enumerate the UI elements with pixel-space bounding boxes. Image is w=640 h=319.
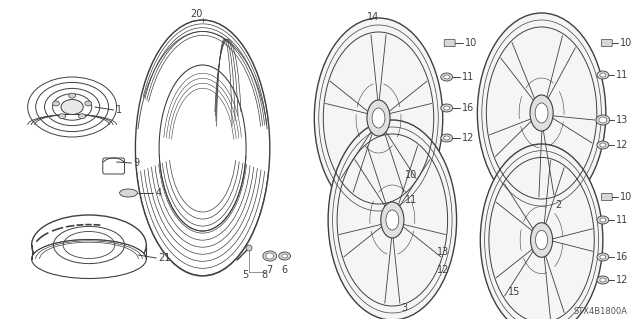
- Text: 8: 8: [262, 270, 268, 280]
- Ellipse shape: [444, 136, 450, 140]
- Ellipse shape: [367, 100, 390, 136]
- Text: 12: 12: [461, 133, 474, 143]
- Ellipse shape: [477, 13, 606, 213]
- Ellipse shape: [480, 144, 603, 319]
- Text: 10: 10: [405, 170, 417, 180]
- Text: 14: 14: [367, 12, 380, 22]
- Ellipse shape: [68, 93, 76, 98]
- Text: 11: 11: [616, 70, 628, 80]
- Text: 7: 7: [267, 265, 273, 275]
- Ellipse shape: [600, 143, 606, 147]
- Text: 6: 6: [282, 265, 288, 275]
- Text: 12: 12: [616, 275, 628, 285]
- Text: 12: 12: [437, 265, 449, 275]
- Ellipse shape: [61, 100, 83, 115]
- Ellipse shape: [266, 253, 274, 259]
- Text: 11: 11: [405, 195, 417, 205]
- Text: 15: 15: [508, 287, 520, 297]
- Text: 3: 3: [401, 303, 408, 313]
- Ellipse shape: [84, 101, 92, 106]
- Ellipse shape: [314, 18, 443, 218]
- Text: 9: 9: [133, 158, 140, 168]
- Ellipse shape: [59, 114, 66, 119]
- Text: 2: 2: [556, 200, 562, 210]
- FancyBboxPatch shape: [602, 194, 612, 201]
- Ellipse shape: [597, 253, 609, 261]
- Ellipse shape: [372, 108, 385, 128]
- Text: 13: 13: [437, 247, 449, 257]
- Ellipse shape: [441, 73, 452, 81]
- Ellipse shape: [120, 189, 138, 197]
- Text: 10: 10: [465, 38, 477, 48]
- Text: 1: 1: [116, 105, 122, 115]
- FancyBboxPatch shape: [602, 40, 612, 47]
- Ellipse shape: [441, 104, 452, 112]
- Text: STX4B1800A: STX4B1800A: [573, 308, 627, 316]
- Text: 11: 11: [461, 72, 474, 82]
- Text: 20: 20: [191, 9, 203, 19]
- Text: 12: 12: [616, 140, 628, 150]
- Ellipse shape: [381, 202, 404, 238]
- Text: 10: 10: [620, 38, 632, 48]
- Text: 21: 21: [158, 253, 170, 263]
- Ellipse shape: [597, 276, 609, 284]
- Ellipse shape: [444, 106, 450, 110]
- Text: 16: 16: [461, 103, 474, 113]
- Ellipse shape: [600, 73, 606, 77]
- Text: 5: 5: [242, 270, 248, 280]
- Text: 4: 4: [155, 188, 161, 198]
- Ellipse shape: [600, 218, 606, 222]
- Ellipse shape: [159, 65, 246, 231]
- Ellipse shape: [441, 134, 452, 142]
- Ellipse shape: [600, 255, 606, 259]
- Text: 16: 16: [616, 252, 628, 262]
- Ellipse shape: [282, 254, 287, 258]
- Ellipse shape: [597, 216, 609, 224]
- FancyBboxPatch shape: [444, 40, 455, 47]
- Text: 13: 13: [616, 115, 628, 125]
- Text: 11: 11: [616, 215, 628, 225]
- Ellipse shape: [531, 223, 552, 257]
- Ellipse shape: [535, 103, 548, 123]
- Ellipse shape: [52, 101, 60, 106]
- Ellipse shape: [246, 245, 252, 251]
- Ellipse shape: [597, 141, 609, 149]
- Ellipse shape: [278, 252, 291, 260]
- Ellipse shape: [444, 75, 450, 79]
- Ellipse shape: [596, 115, 610, 125]
- Ellipse shape: [328, 120, 456, 319]
- Ellipse shape: [31, 240, 147, 278]
- Ellipse shape: [536, 230, 548, 249]
- Ellipse shape: [79, 114, 86, 119]
- Ellipse shape: [599, 117, 607, 123]
- Ellipse shape: [263, 251, 276, 261]
- Text: 10: 10: [620, 192, 632, 202]
- Ellipse shape: [600, 278, 606, 282]
- Ellipse shape: [386, 210, 399, 230]
- Ellipse shape: [597, 71, 609, 79]
- Ellipse shape: [530, 95, 553, 131]
